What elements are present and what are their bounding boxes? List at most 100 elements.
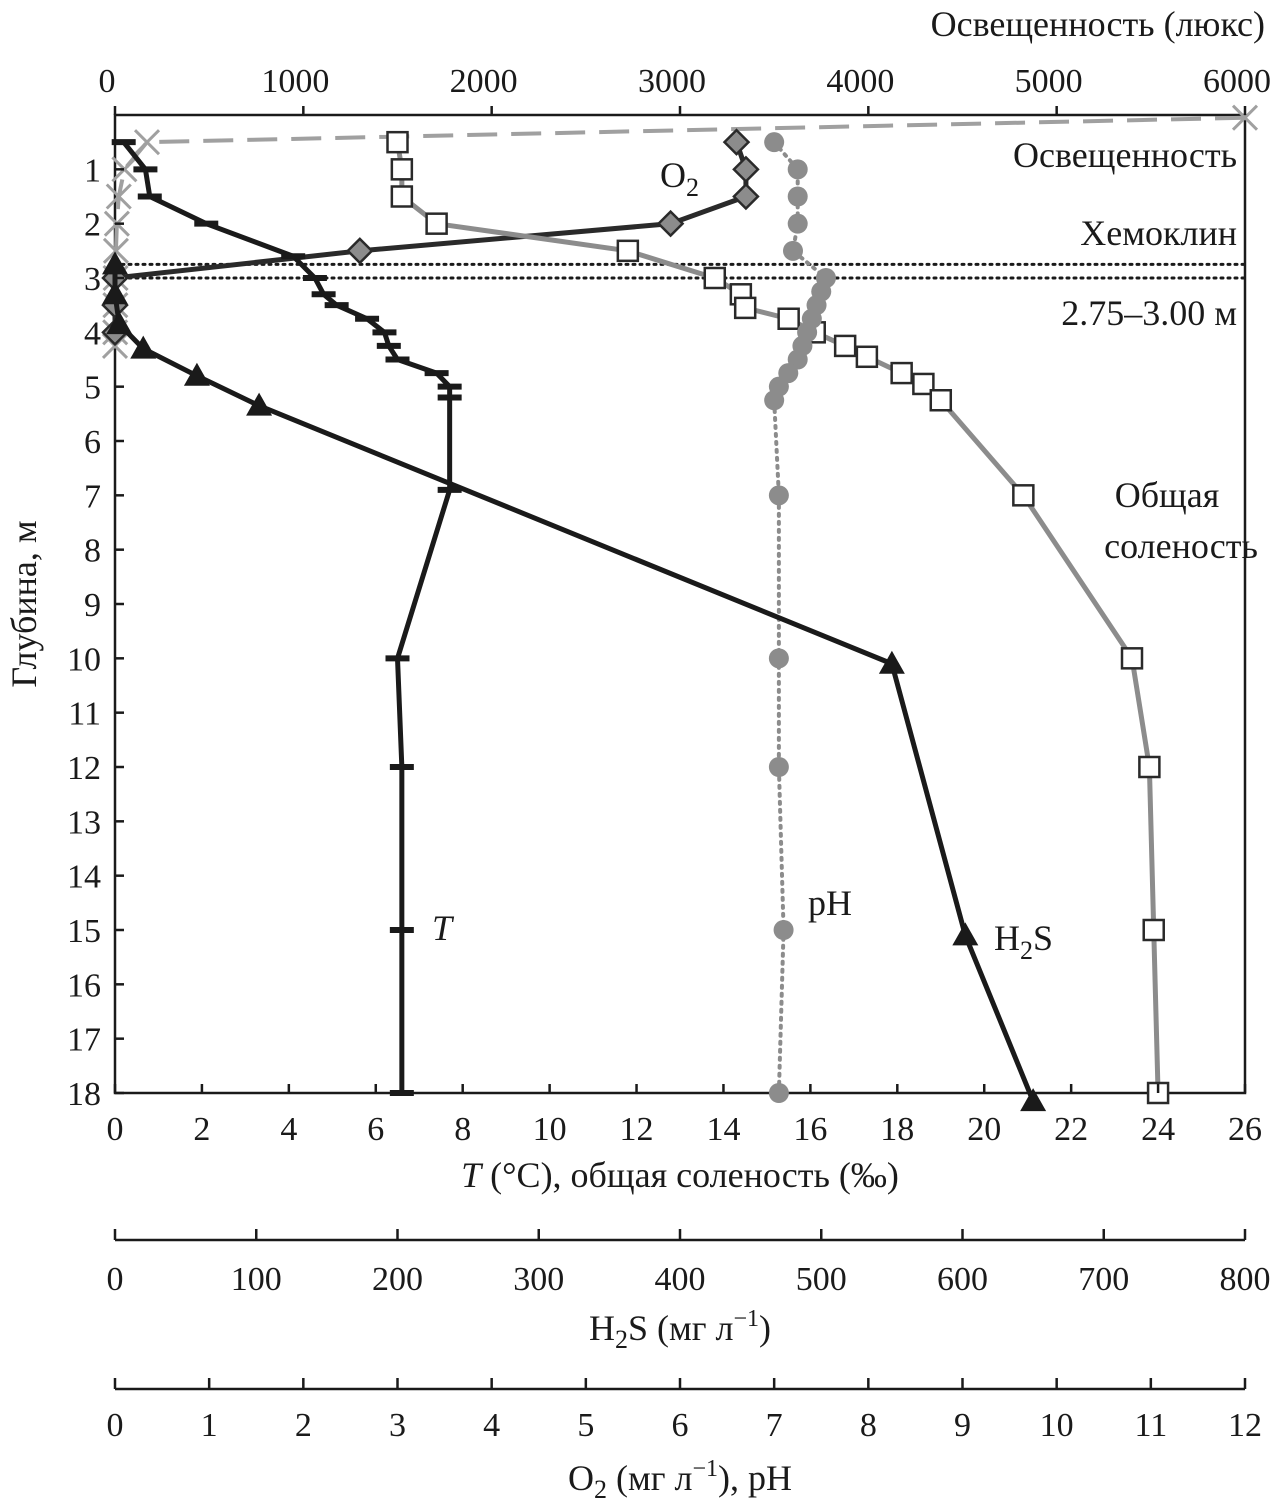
salinity-point xyxy=(929,389,953,412)
ts-tick-label: 24 xyxy=(1141,1111,1175,1148)
ts-tick-label: 20 xyxy=(967,1111,1001,1148)
chemocline-annotation: Хемоклин xyxy=(1080,213,1237,253)
illuminance-axis-title: Освещенность (люкс) xyxy=(931,4,1265,44)
salinity-point xyxy=(386,130,409,154)
o2-annotation: O2 xyxy=(660,155,699,202)
salinity-point xyxy=(1138,755,1161,779)
salinity-point xyxy=(912,372,935,396)
depth-tick-label: 16 xyxy=(67,967,101,1004)
illuminance-point xyxy=(111,156,138,183)
o2-ph-tick-label: 11 xyxy=(1134,1407,1167,1444)
h2s-tick-label: 0 xyxy=(107,1261,124,1298)
h2s-tick-label: 100 xyxy=(231,1261,282,1298)
salinity-point xyxy=(1120,647,1144,670)
salinity-point xyxy=(890,361,913,385)
ts-tick-label: 22 xyxy=(1054,1111,1088,1148)
depth-tick-label: 1 xyxy=(84,152,101,189)
h2s-point xyxy=(102,251,128,275)
depth-axis-title: Глубина, м xyxy=(4,520,44,687)
ph-point xyxy=(787,213,808,234)
o2-point xyxy=(346,237,374,265)
o2-ph-tick-label: 1 xyxy=(201,1407,218,1444)
series-line xyxy=(112,264,1036,1103)
illuminance-point xyxy=(105,183,132,210)
depth-tick-label: 15 xyxy=(67,913,101,950)
h2s-point xyxy=(106,311,133,335)
o2-ph-tick-label: 7 xyxy=(766,1407,783,1444)
o2-ph-tick-label: 12 xyxy=(1228,1407,1262,1444)
illuminance-tick-label: 0 xyxy=(99,63,116,100)
h2s-annotation: H2S xyxy=(994,918,1053,965)
ph-point xyxy=(764,132,785,153)
illuminance-axis: 0 1000 2000 3000 4000 5000 6000 xyxy=(99,63,1271,115)
o2-ph-tick-label: 4 xyxy=(483,1407,500,1444)
h2s-point xyxy=(183,362,210,386)
ts-tick-label: 16 xyxy=(793,1111,827,1148)
illuminance-tick-label: 5000 xyxy=(1015,63,1083,100)
o2-ph-tick-label: 9 xyxy=(954,1407,971,1444)
salinity-point xyxy=(390,158,414,181)
depth-tick-label: 18 xyxy=(67,1076,101,1113)
depth-tick-label: 6 xyxy=(84,424,101,461)
ts-tick-label: 26 xyxy=(1228,1111,1262,1148)
salinity-point xyxy=(733,296,757,320)
illuminance-tick-label: 6000 xyxy=(1203,63,1271,100)
series-T xyxy=(111,139,462,1096)
ph-point xyxy=(764,390,785,411)
ts-tick-label: 0 xyxy=(107,1111,124,1148)
h2s-point xyxy=(1020,1088,1047,1112)
t-annotation: T xyxy=(432,908,455,948)
depth-tick-label: 4 xyxy=(84,315,101,352)
salinity-point xyxy=(703,266,727,290)
ph-point xyxy=(787,186,808,207)
salinity-point xyxy=(616,239,640,263)
ph-annotation: pH xyxy=(808,883,852,923)
depth-tick-label: 14 xyxy=(67,859,101,896)
o2-ph-axis-title: O2 (мг л−1), pH xyxy=(568,1456,792,1504)
salinity-point xyxy=(1012,484,1035,507)
illuminance-annotation: Освещенность xyxy=(1013,135,1237,175)
h2s-tick-label: 300 xyxy=(513,1261,564,1298)
series-H2S xyxy=(102,251,1047,1112)
depth-tick-label: 11 xyxy=(68,696,101,733)
h2s-tick-label: 700 xyxy=(1078,1261,1129,1298)
o2-ph-tick-label: 3 xyxy=(389,1407,406,1444)
salinity-point xyxy=(777,307,800,330)
h2s-axis-title: H2S (мг л−1) xyxy=(589,1306,771,1354)
h2s-tick-label: 800 xyxy=(1220,1261,1271,1298)
depth-tick-label: 8 xyxy=(84,533,101,570)
o2-point xyxy=(656,209,685,238)
ts-tick-label: 12 xyxy=(620,1111,654,1148)
ph-point xyxy=(768,757,789,777)
h2s-tick-label: 200 xyxy=(372,1261,423,1298)
series-line xyxy=(112,141,749,333)
h2s-tick-label: 600 xyxy=(937,1261,988,1298)
ph-point xyxy=(773,920,794,940)
series-layer xyxy=(101,104,1259,1112)
illuminance-point xyxy=(102,237,130,264)
ph-point xyxy=(768,648,789,669)
ts-tick-label: 6 xyxy=(367,1111,384,1148)
o2-ph-tick-label: 10 xyxy=(1040,1407,1074,1444)
salinity-annotation-line2: соленость xyxy=(1104,526,1258,566)
h2s-axis: 0 100 200 300 400 500 600 700 800 xyxy=(107,1229,1271,1298)
ts-tick-label: 8 xyxy=(454,1111,471,1148)
illuminance-tick-label: 4000 xyxy=(826,63,894,100)
salinity-point xyxy=(1142,918,1165,942)
ts-tick-label: 14 xyxy=(706,1111,740,1148)
ts-tick-label: 2 xyxy=(193,1111,210,1148)
temperature-salinity-axis: 0 2 4 6 8 10 12 14 16 18 20 22 24 26 xyxy=(107,1084,1262,1148)
depth-tick-label: 3 xyxy=(84,261,101,298)
o2-ph-tick-label: 2 xyxy=(295,1407,312,1444)
depth-tick-label: 13 xyxy=(67,804,101,841)
h2s-point xyxy=(952,922,979,946)
series-line xyxy=(395,141,1161,1094)
ts-tick-label: 18 xyxy=(880,1111,914,1148)
depth-tick-label: 12 xyxy=(67,750,101,787)
o2-ph-tick-label: 0 xyxy=(107,1407,124,1444)
o2-ph-tick-label: 8 xyxy=(860,1407,877,1444)
depth-tick-label: 17 xyxy=(67,1022,101,1059)
chemocline-range-annotation: 2.75–3.00 м xyxy=(1061,293,1237,333)
ph-point xyxy=(768,1083,789,1103)
illuminance-tick-label: 1000 xyxy=(261,63,329,100)
